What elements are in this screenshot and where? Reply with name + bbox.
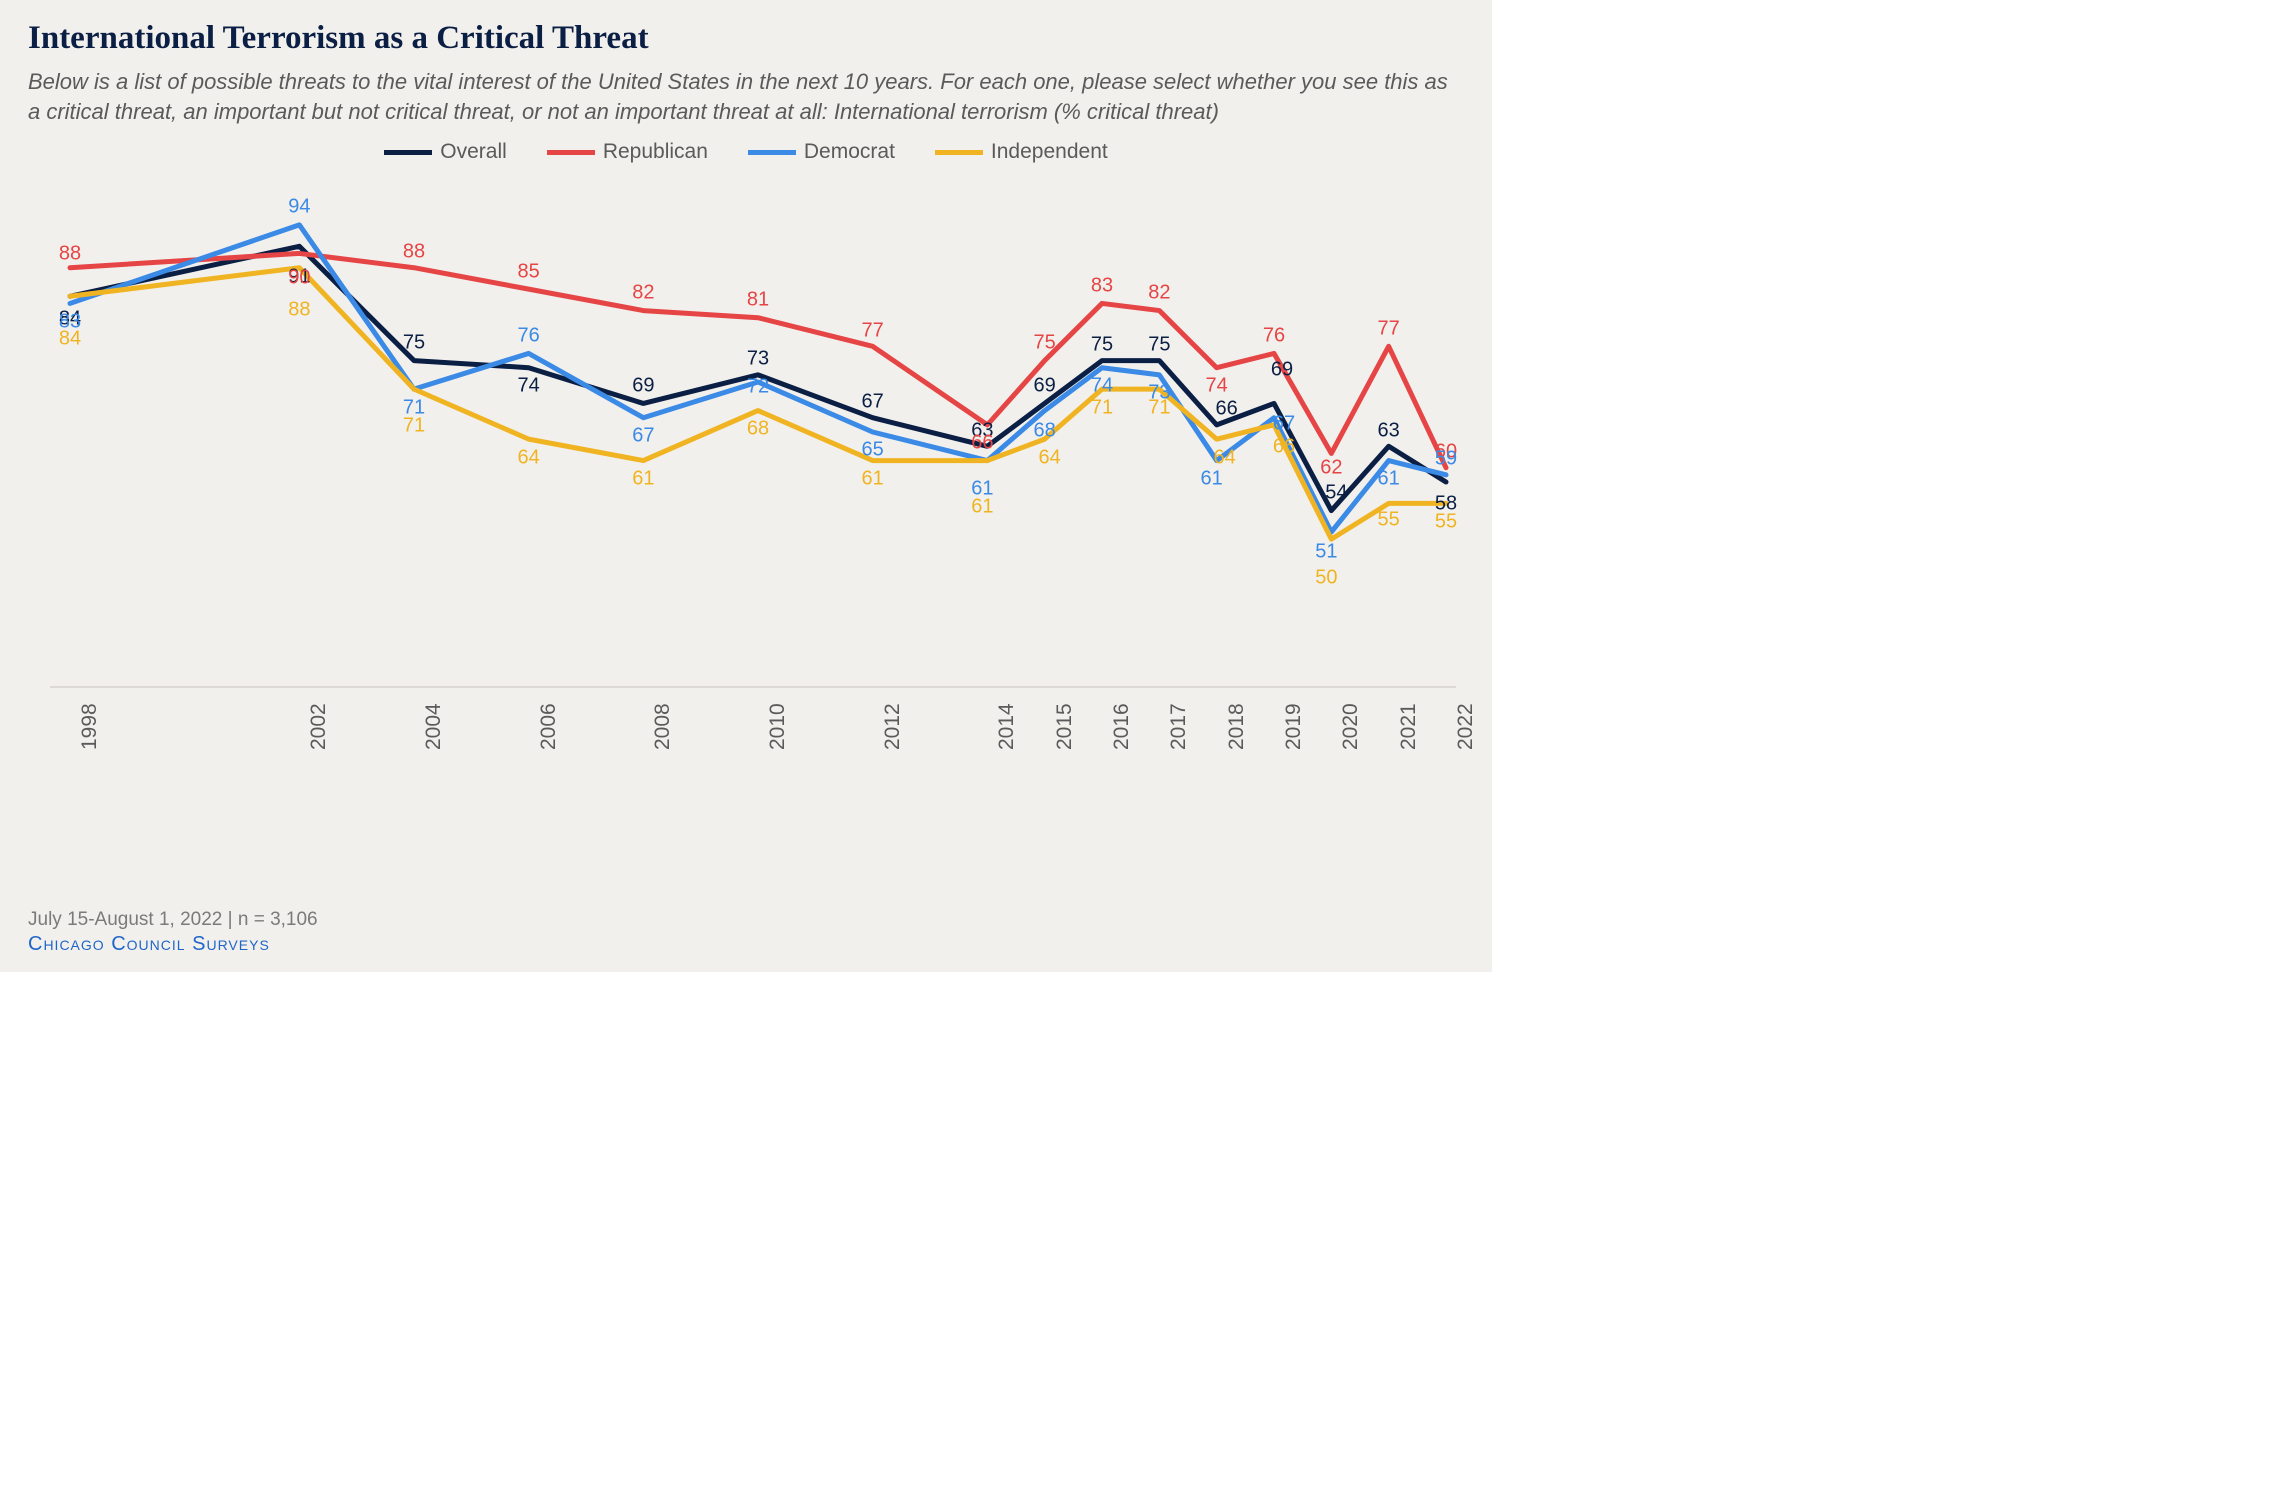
legend-swatch xyxy=(384,150,432,155)
x-axis-year: 1998 xyxy=(78,704,102,751)
legend-swatch xyxy=(935,150,983,155)
legend-item-republican: Republican xyxy=(547,140,708,164)
legend-item-independent: Independent xyxy=(935,140,1108,164)
chart-container: International Terrorism as a Critical Th… xyxy=(0,0,1492,972)
x-axis-year: 2015 xyxy=(1053,704,1077,751)
x-axis-year: 2010 xyxy=(766,704,790,751)
line-chart-svg xyxy=(28,172,1464,792)
series-line-independent xyxy=(70,268,1446,539)
x-axis-year: 2006 xyxy=(537,704,561,751)
legend-swatch xyxy=(748,150,796,155)
footnote: July 15-August 1, 2022 | n = 3,106 xyxy=(28,909,318,931)
x-axis-year: 2018 xyxy=(1225,704,1249,751)
series-line-overall xyxy=(70,247,1446,511)
legend-label: Democrat xyxy=(804,140,895,164)
x-axis-year: 2022 xyxy=(1454,704,1478,751)
chart-footer: July 15-August 1, 2022 | n = 3,106 Chica… xyxy=(28,909,318,956)
x-axis-year: 2017 xyxy=(1167,704,1191,751)
legend-label: Republican xyxy=(603,140,708,164)
x-axis-year: 2019 xyxy=(1282,704,1306,751)
source-attribution: Chicago Council Surveys xyxy=(28,933,318,956)
x-axis-year: 2012 xyxy=(881,704,905,751)
plot-area: 1998 2002 2004 2006 2008 2010 2012 2014 2015 2016… xyxy=(28,172,1464,792)
x-axis-year: 2020 xyxy=(1339,704,1363,751)
legend: Overall Republican Democrat Independent xyxy=(28,140,1464,164)
chart-title: International Terrorism as a Critical Th… xyxy=(28,20,1464,57)
legend-item-overall: Overall xyxy=(384,140,507,164)
x-axis-year: 2021 xyxy=(1397,704,1421,751)
legend-label: Overall xyxy=(440,140,507,164)
legend-swatch xyxy=(547,150,595,155)
legend-item-democrat: Democrat xyxy=(748,140,895,164)
legend-label: Independent xyxy=(991,140,1108,164)
x-axis-year: 2008 xyxy=(651,704,675,751)
x-axis-year: 2004 xyxy=(422,704,446,751)
x-axis-year: 2002 xyxy=(307,704,331,751)
x-axis-year: 2016 xyxy=(1110,704,1134,751)
x-axis-year: 2014 xyxy=(995,704,1019,751)
chart-subtitle: Below is a list of possible threats to t… xyxy=(28,67,1464,126)
